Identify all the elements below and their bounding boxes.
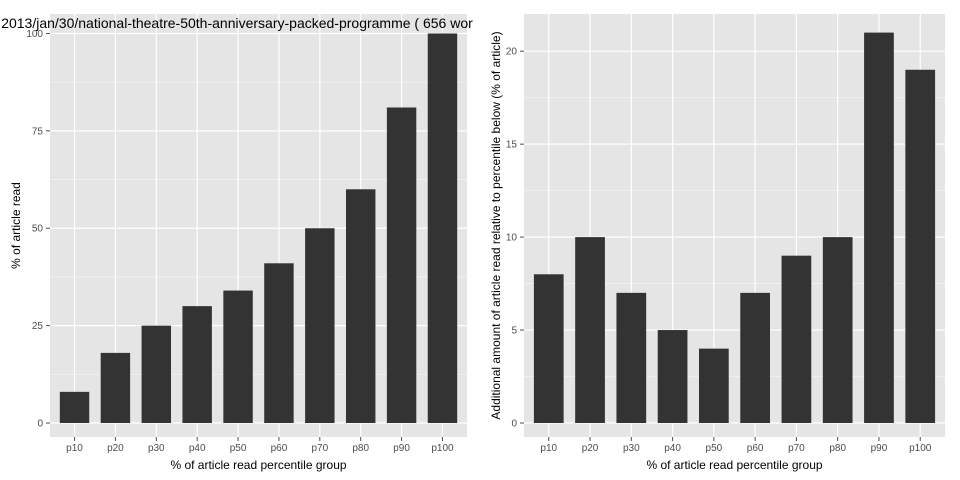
bar-p50 — [223, 290, 253, 423]
bar-p30 — [141, 325, 172, 423]
x-tick-label: p90 — [393, 443, 410, 454]
chart-panel-1: 0 25 50 75 100 p10 p20 p30 p40 p50 p60 p70 p80 p90 p10… — [1, 14, 473, 472]
bar-p100 — [427, 33, 458, 423]
y-tick-label: 5 — [511, 326, 517, 337]
bar-p100 — [905, 69, 936, 423]
y-axis-title: % of article read — [9, 182, 23, 269]
bar-p70 — [781, 255, 812, 423]
bar-p60 — [264, 263, 294, 423]
x-tick-label: p20 — [582, 443, 599, 454]
x-axis-title: % of article read percentile group — [646, 458, 822, 472]
x-tick-label: p100 — [909, 443, 932, 454]
bar-p70 — [305, 228, 335, 423]
bar-p10 — [533, 274, 564, 423]
x-tick-label: p10 — [540, 443, 557, 454]
chart-title: 2013/jan/30/national-theatre-50th-annive… — [1, 15, 473, 31]
bar-p80 — [822, 237, 853, 423]
bar-p20 — [575, 237, 605, 423]
y-tick-label: 20 — [506, 47, 518, 58]
bar-p20 — [100, 352, 131, 423]
x-tick-label: p40 — [189, 443, 206, 454]
x-tick-label: p30 — [623, 443, 640, 454]
x-tick-label: p90 — [871, 443, 888, 454]
bar-p40 — [657, 330, 688, 423]
bar-p30 — [616, 292, 647, 423]
x-tick-label: p70 — [788, 443, 805, 454]
x-tick-label: p100 — [431, 443, 454, 454]
y-tick-label: 25 — [32, 321, 44, 332]
x-tick-label: p50 — [230, 443, 247, 454]
x-tick-label: p70 — [311, 443, 328, 454]
x-tick-label: p60 — [271, 443, 288, 454]
x-tick-label: p30 — [148, 443, 165, 454]
x-tick-label: p50 — [706, 443, 723, 454]
x-tick-label: p80 — [829, 443, 846, 454]
y-tick-label: 15 — [506, 140, 518, 151]
x-tick-label: p10 — [66, 443, 83, 454]
bar-p60 — [740, 292, 770, 423]
bar-p90 — [386, 107, 417, 423]
y-tick-label: 0 — [37, 419, 43, 430]
chart-panel-2: 0 5 10 15 20 p10 p20 p30 p40 p50 p60 p70 p80 p90 p100%… — [489, 14, 945, 472]
x-tick-label: p20 — [107, 443, 124, 454]
bar-p50 — [699, 348, 729, 423]
x-tick-label: p60 — [747, 443, 764, 454]
bar-p10 — [59, 391, 90, 423]
y-tick-label: 0 — [511, 419, 517, 430]
y-tick-label: 10 — [506, 233, 518, 244]
y-axis-title: Additional amount of article read relati… — [489, 31, 503, 419]
y-tick-label: 50 — [32, 224, 44, 235]
y-tick-label: 100 — [26, 29, 43, 40]
bar-p80 — [345, 189, 376, 423]
bar-p40 — [182, 306, 212, 423]
x-axis-title: % of article read percentile group — [170, 458, 346, 472]
y-tick-label: 75 — [32, 126, 44, 137]
x-tick-label: p40 — [664, 443, 681, 454]
bar-p90 — [864, 32, 894, 423]
x-tick-label: p80 — [352, 443, 369, 454]
